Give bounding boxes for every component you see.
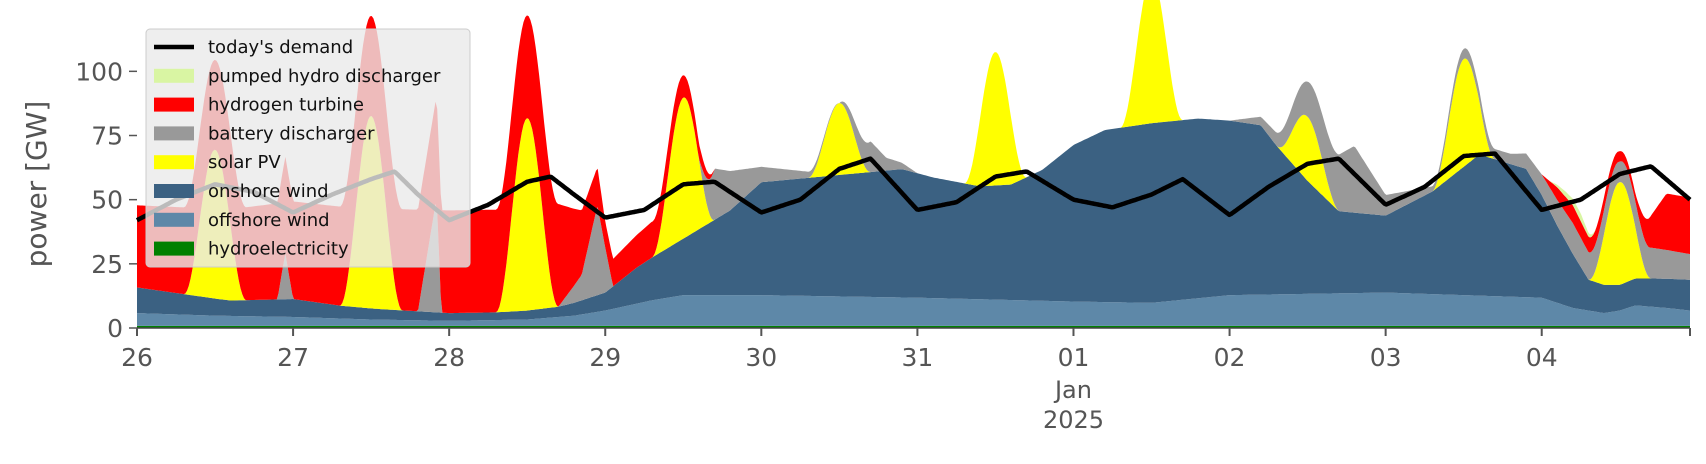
x-tick-label: 27 <box>277 343 309 372</box>
area-solar-pv <box>137 0 1690 314</box>
y-axis: 0 25 50 75 100 <box>75 57 137 343</box>
legend-label: pumped hydro discharger <box>208 66 441 87</box>
plot-area <box>137 0 1690 328</box>
x-tick-label: 04 <box>1526 343 1558 372</box>
legend-label: onshore wind <box>208 181 329 202</box>
area-hydrogen-turbine <box>137 0 1690 314</box>
x-tick-label: 26 <box>121 343 153 372</box>
x-axis: 26 27 28 29 30 31 01 02 03 04 <box>121 327 1691 372</box>
y-tick-label: 75 <box>91 122 123 151</box>
x-tick-label: 28 <box>433 343 465 372</box>
y-tick-label: 0 <box>107 314 123 343</box>
legend-swatch <box>154 126 194 141</box>
legend-label: hydrogen turbine <box>208 95 364 116</box>
x-tick-label: 01 <box>1058 343 1090 372</box>
y-axis-label: power [GW] <box>20 101 53 268</box>
legend-label: battery discharger <box>208 123 375 144</box>
x-tick-label: 03 <box>1370 343 1402 372</box>
legend-label: solar PV <box>208 152 281 173</box>
y-tick-label: 100 <box>75 57 123 86</box>
x-year-label: 2025 <box>1043 406 1104 434</box>
legend-swatch <box>154 68 194 83</box>
x-tick-label: 30 <box>745 343 777 372</box>
x-month-label: Jan <box>1053 376 1092 404</box>
x-tick-label: 02 <box>1214 343 1246 372</box>
legend-swatch <box>154 241 194 256</box>
legend-swatch <box>154 184 194 198</box>
legend-swatch <box>154 155 194 170</box>
legend: today's demand pumped hydro discharger hyd… <box>145 28 471 268</box>
area-offshore-wind <box>137 292 1690 326</box>
legend-label: hydroelectricity <box>208 239 349 260</box>
y-tick-label: 25 <box>91 250 123 279</box>
legend-swatch <box>154 212 194 227</box>
legend-label: offshore wind <box>208 210 330 231</box>
legend-label: today's demand <box>208 37 353 58</box>
legend-swatch <box>154 97 194 112</box>
x-tick-label: 29 <box>589 343 621 372</box>
x-tick-label: 31 <box>901 343 933 372</box>
y-tick-label: 50 <box>91 186 123 215</box>
legend-box <box>145 28 471 268</box>
area-onshore-wind <box>137 118 1690 321</box>
